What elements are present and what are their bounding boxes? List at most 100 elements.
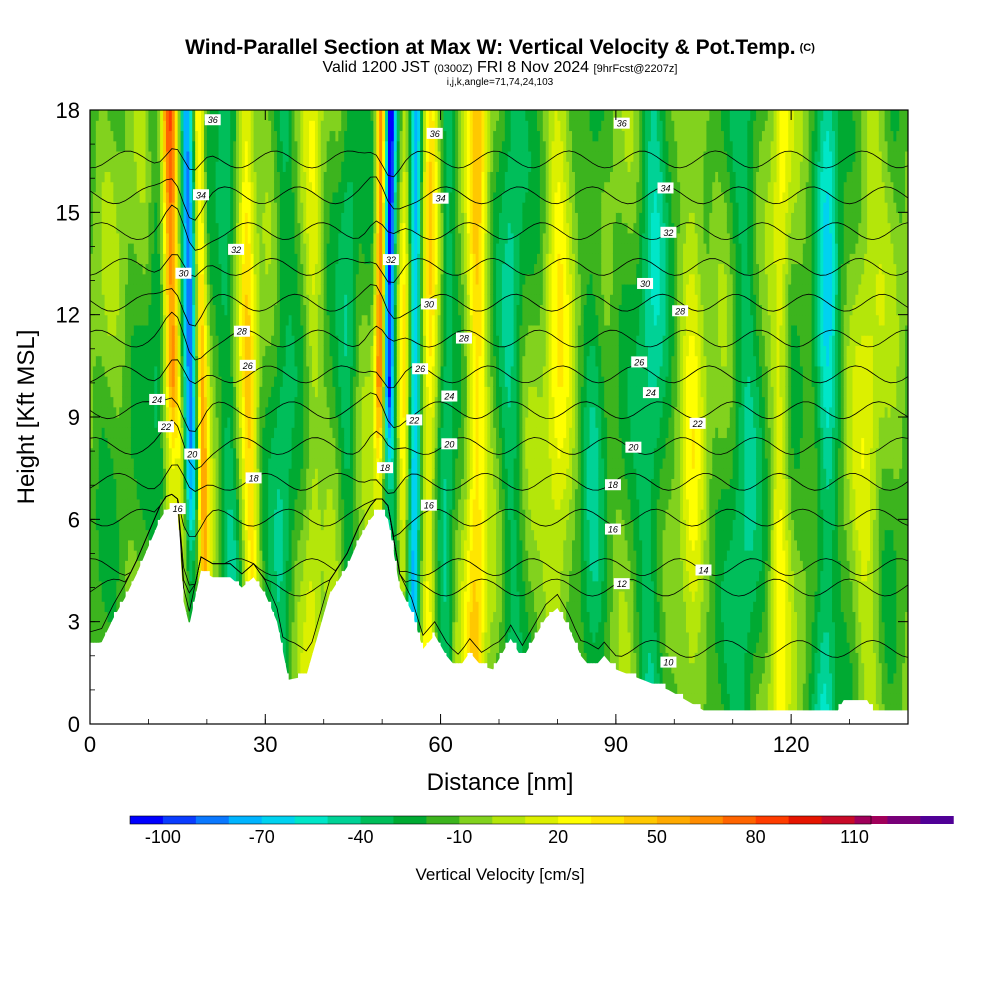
w-cell (379, 355, 383, 367)
w-cell (329, 550, 334, 561)
w-cell (288, 580, 293, 592)
w-cell (157, 140, 161, 152)
w-cell (300, 570, 304, 582)
w-cell (95, 253, 100, 265)
w-cell (297, 498, 301, 510)
w-cell (110, 570, 114, 582)
w-cell (157, 212, 161, 224)
w-cell (265, 498, 269, 510)
w-cell (247, 457, 252, 469)
w-cell (127, 253, 132, 265)
chart-header: Wind-Parallel Section at Max W: Vertical… (0, 36, 1000, 88)
w-cell (288, 243, 293, 254)
w-cell (271, 273, 275, 285)
w-cell (130, 437, 135, 449)
w-cell (136, 386, 141, 398)
w-cell (125, 570, 129, 582)
w-cell (335, 427, 339, 439)
w-cell (157, 191, 161, 203)
w-cell (142, 478, 147, 490)
w-cell (238, 437, 243, 449)
w-cell (291, 150, 296, 162)
w-cell (309, 222, 313, 234)
w-cell (253, 396, 258, 408)
w-cell (320, 283, 325, 295)
w-cell (177, 335, 182, 346)
w-cell (244, 376, 249, 387)
w-cell (393, 539, 398, 551)
w-cell (253, 447, 258, 459)
w-cell (133, 212, 138, 224)
w-cell (379, 376, 383, 387)
w-cell (262, 324, 266, 336)
w-cell (224, 232, 228, 244)
w-cell (119, 232, 123, 244)
w-cell (355, 202, 360, 213)
w-cell (218, 294, 223, 306)
w-cell (224, 427, 228, 439)
w-cell (107, 294, 112, 306)
w-cell (136, 509, 141, 520)
w-cell (256, 386, 261, 398)
w-cell (294, 601, 299, 613)
w-cell (206, 120, 211, 132)
w-cell (320, 212, 325, 224)
w-cell (262, 447, 266, 459)
w-cell (98, 631, 103, 643)
w-cell (113, 539, 117, 551)
valid-time-line: Valid 1200 JST (0300Z) FRI 8 Nov 2024 [9… (0, 60, 1000, 77)
w-cell (209, 314, 214, 326)
w-cell (209, 509, 214, 520)
w-cell (203, 232, 208, 244)
w-cell (125, 447, 129, 459)
w-cell (344, 376, 348, 387)
w-cell (183, 243, 188, 254)
w-cell (203, 417, 208, 428)
w-cell (168, 171, 173, 183)
w-cell (233, 560, 237, 572)
w-cell (218, 222, 223, 234)
w-cell (247, 539, 252, 551)
w-cell (323, 130, 328, 142)
w-cell (221, 130, 225, 142)
w-cell (350, 243, 354, 254)
w-cell (90, 580, 94, 592)
w-cell (297, 345, 301, 357)
w-cell (262, 529, 266, 541)
w-cell (276, 519, 281, 531)
w-cell (265, 427, 269, 439)
w-cell (320, 130, 325, 142)
w-cell (125, 355, 129, 367)
w-cell (206, 355, 211, 367)
w-cell (399, 110, 404, 121)
w-cell (367, 263, 372, 275)
w-cell (145, 232, 150, 244)
w-cell (221, 150, 225, 162)
w-cell (233, 335, 237, 346)
w-cell (268, 570, 272, 582)
w-cell (279, 386, 284, 398)
w-cell (165, 140, 170, 152)
w-cell (344, 110, 348, 121)
w-cell (218, 570, 223, 582)
w-cell (133, 427, 138, 439)
w-cell (259, 110, 263, 121)
w-cell (206, 304, 211, 316)
w-cell (344, 181, 348, 193)
w-cell (341, 140, 345, 152)
w-cell (154, 140, 158, 152)
w-cell (399, 376, 404, 387)
w-cell (323, 335, 328, 346)
w-cell (329, 191, 334, 203)
w-cell (165, 376, 170, 387)
w-cell (399, 120, 404, 132)
w-cell (393, 181, 398, 193)
w-cell (186, 457, 190, 469)
w-cell (212, 509, 217, 520)
w-cell (233, 314, 237, 326)
w-cell (189, 488, 193, 500)
w-cell (364, 273, 369, 285)
w-cell (385, 273, 389, 285)
w-cell (154, 488, 158, 500)
w-cell (189, 253, 193, 265)
